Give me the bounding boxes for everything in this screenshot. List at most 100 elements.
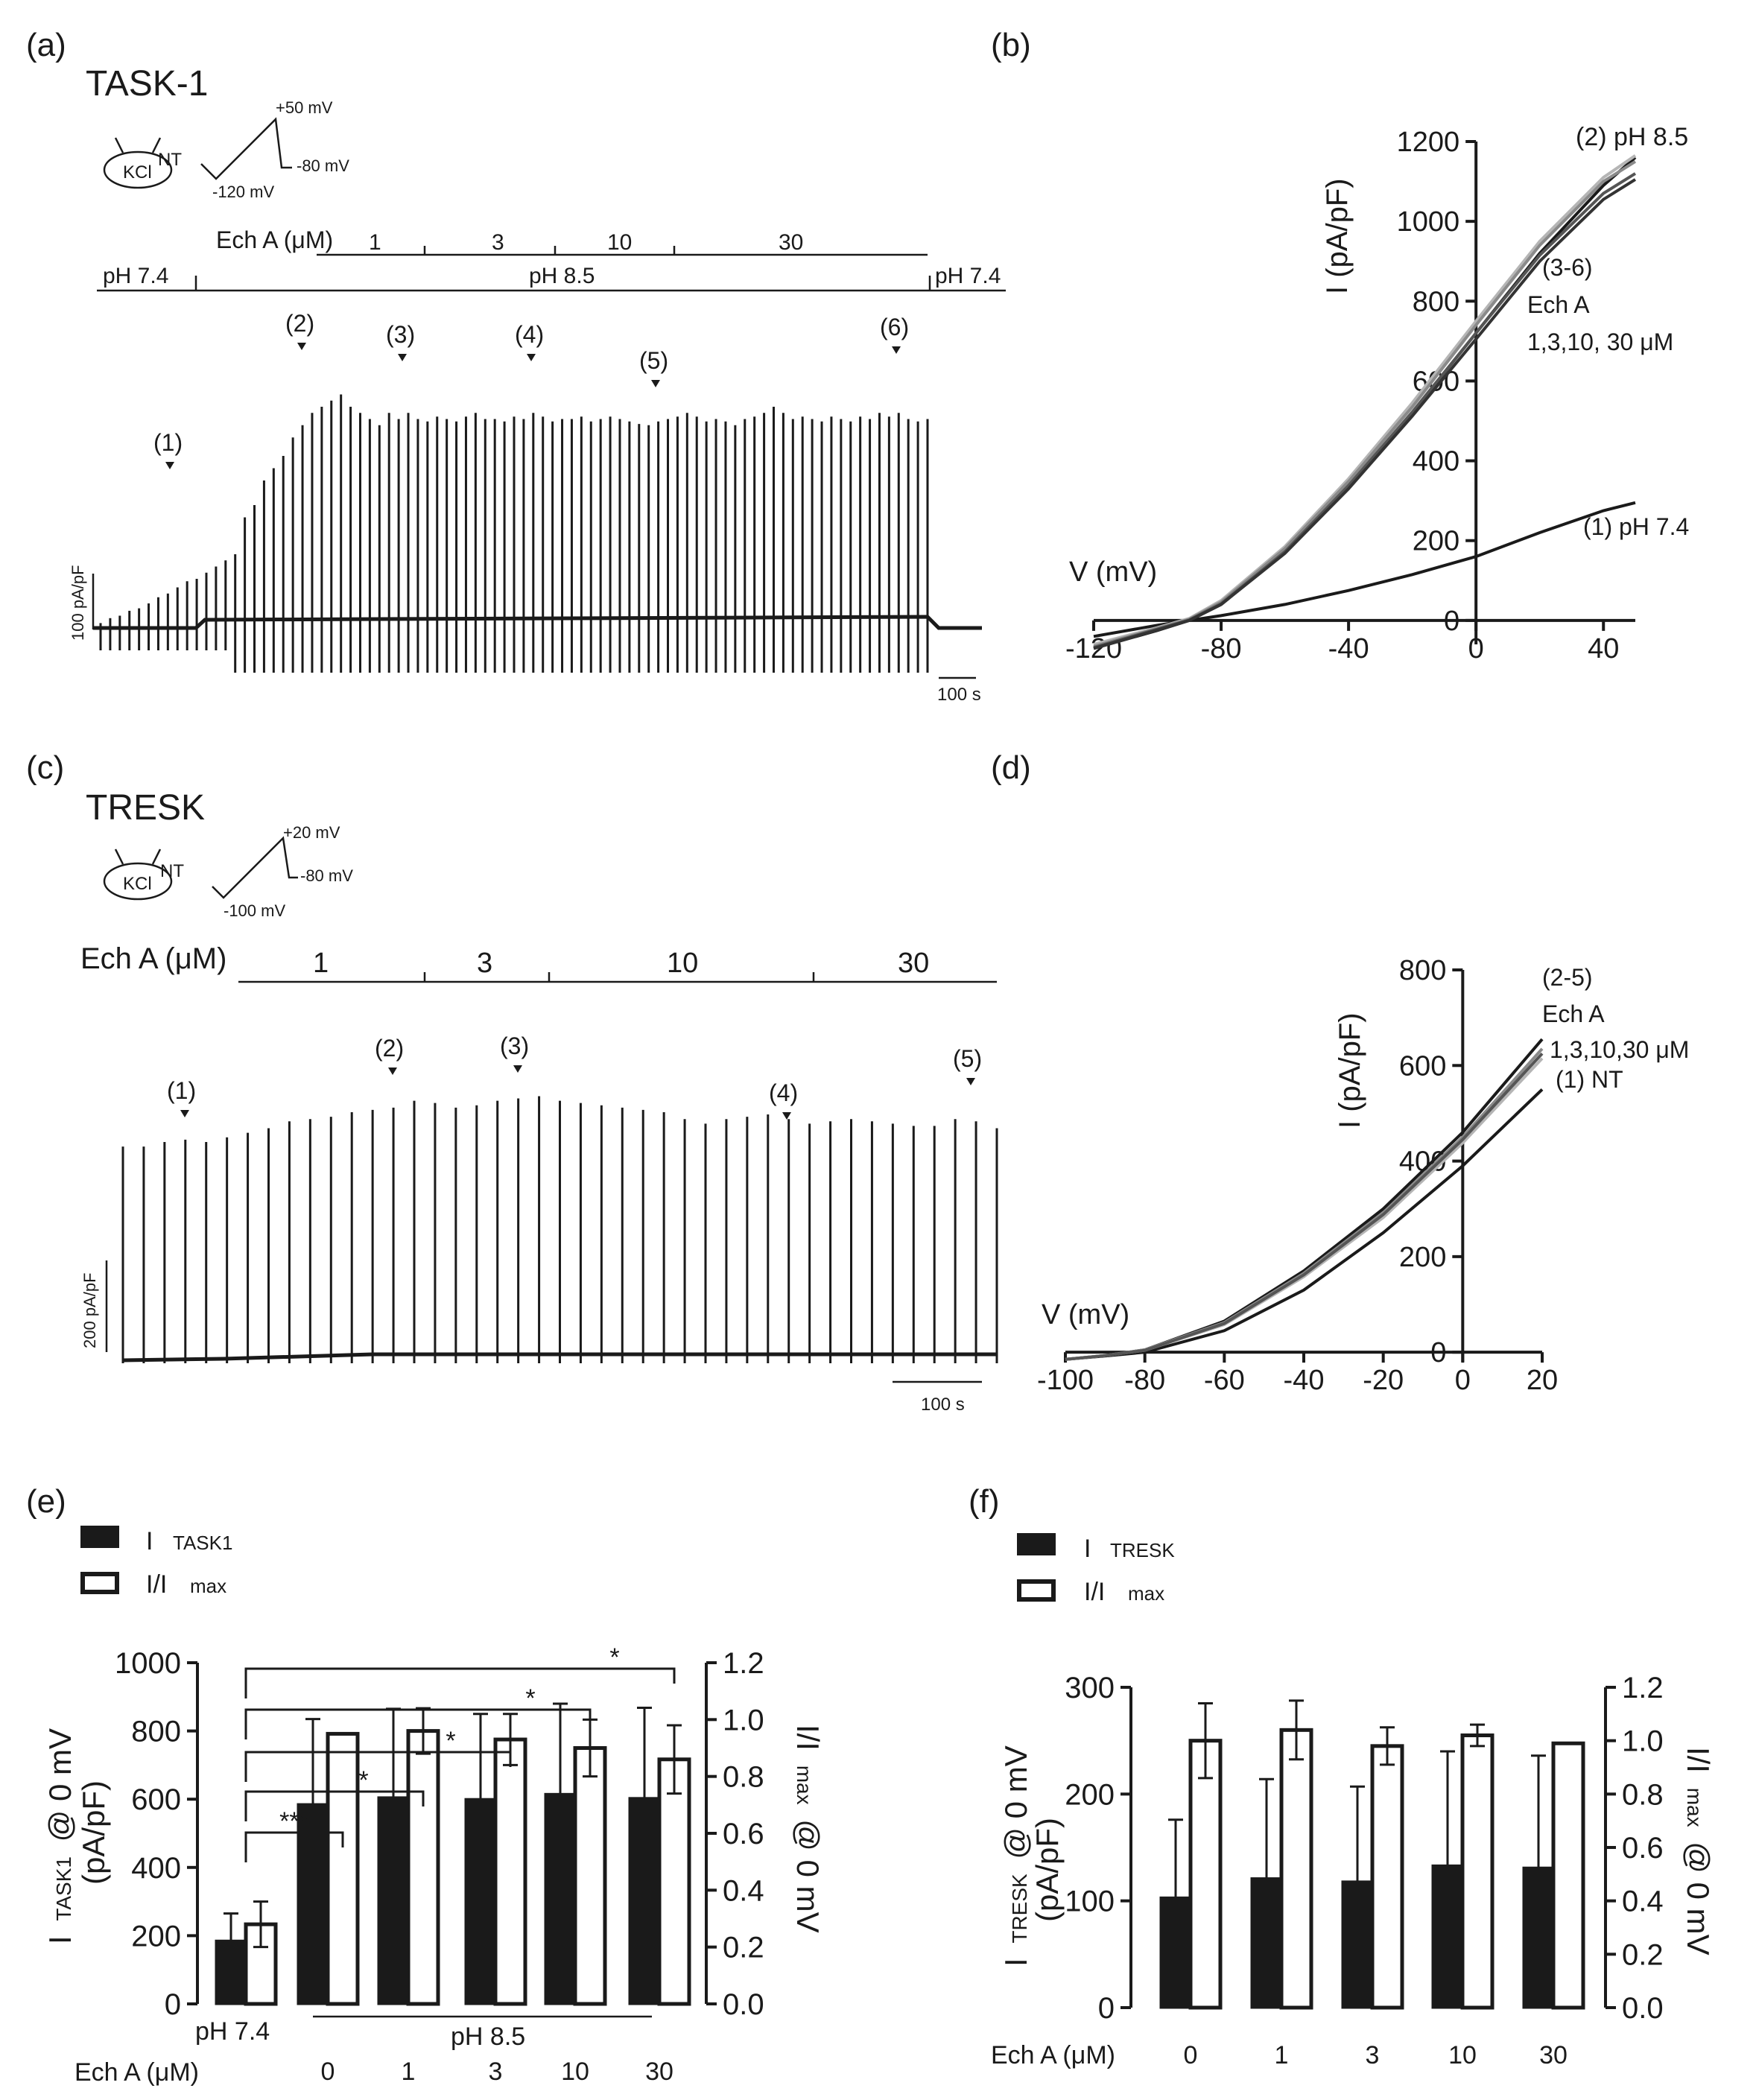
chart-b-series-line [1093, 172, 1637, 650]
chart-d-y-tick-label: 600 [1399, 1050, 1446, 1082]
chart-e-left-tick-label: 400 [131, 1852, 181, 1885]
chart-e-sig-star: * [525, 1684, 535, 1713]
chart-e-sig-bracket [244, 1667, 676, 1698]
protocol-end-label: -80 mV [297, 156, 349, 175]
chart-f-left-tick-label: 0 [1098, 1992, 1115, 2025]
conc-label-1: 1 [313, 948, 329, 979]
e-ylabel-right-rest: @ 0 mV [790, 1819, 825, 1932]
chart-f-right-tick-label: 1.2 [1622, 1672, 1664, 1704]
e-x-cat-label: 30 [645, 2058, 673, 2086]
xscale-a: 100 s [937, 685, 981, 705]
chart-d-series-line [1065, 1057, 1544, 1361]
chart-e-sig-star: * [358, 1766, 368, 1795]
ph-label-right: pH 7.4 [935, 264, 1001, 288]
chart-d-y-tick-label: 800 [1399, 955, 1446, 986]
e-ylabel-sub: TASK1 [52, 1856, 75, 1921]
chart-b-x-tick-label: 0 [1468, 633, 1484, 664]
trace-a-marker-label: (4) [515, 321, 544, 348]
chart-f-right-tick-label: 1.0 [1622, 1725, 1664, 1758]
chart-b-x-tick-label: -40 [1328, 633, 1369, 664]
chart-e-sig-bracket [244, 1708, 592, 1739]
chart-d-x-tick-label: -40 [1284, 1365, 1325, 1396]
chart-b-series-line [1093, 160, 1637, 648]
chart-f-right-tick-label: 0.2 [1622, 1938, 1664, 1971]
bar-chart-f: 0 100 200 300 0.0 0.2 0.4 0.6 0.8 1.0 1.2 0 1 3 10 30 [1065, 1672, 1663, 2069]
ph-label-mid: pH 8.5 [529, 264, 595, 288]
conc-label-10: 10 [667, 948, 698, 979]
protocol-start-label: -100 mV [224, 901, 285, 920]
trace-c-marker-arrow [782, 1112, 791, 1120]
chart-b-x-tick-label: 40 [1588, 633, 1619, 664]
trace-markers-c: (1) (2) (3) (4) (5) [167, 1032, 982, 1120]
b-legend-mid3: 1,3,10, 30 μM [1527, 329, 1673, 355]
voltage-protocol-icon: +50 mV -80 mV -120 mV [200, 98, 349, 201]
chart-f-bar-filled [1159, 1896, 1192, 2009]
legend-filled-swatch [80, 1526, 119, 1548]
chart-b-x-tick-label: -80 [1201, 633, 1242, 664]
chart-b-y-tick-label: 400 [1413, 446, 1459, 478]
f-ylabel-main: I [998, 1958, 1033, 1967]
chart-b-y-tick-label: 800 [1413, 286, 1459, 317]
cell-schematic-icon: KCl NT [103, 848, 184, 901]
f-ylabel-right-sub: max [1683, 1788, 1706, 1827]
panel-a-letter: (a) [26, 27, 66, 63]
e-ylabel-right: I/I max @ 0 mV [790, 1725, 825, 1933]
e-cond-ph85: pH 8.5 [451, 2023, 525, 2051]
chart-f-right-tick-label: 0.6 [1622, 1832, 1664, 1865]
trace-a-marker-label: (1) [153, 429, 183, 456]
panel-a-channel: TASK-1 [86, 64, 208, 104]
trace-c [121, 1096, 998, 1363]
chart-d-x-tick-label: -100 [1037, 1365, 1094, 1396]
chart-e-sig-star: *** [279, 1807, 309, 1836]
chart-d-series-line [1065, 1038, 1544, 1361]
e-ylabel-main: I [42, 1935, 77, 1944]
chart-e-sig-bracket [244, 1751, 512, 1782]
conc-label-30: 30 [779, 230, 803, 255]
trace-a-marker-label: (6) [880, 314, 909, 340]
trace-a-marker-arrow [892, 346, 901, 354]
f-x-cat-label: 3 [1366, 2041, 1380, 2069]
chart-e-bar-filled [464, 1798, 497, 2005]
trace-c-marker-label: (4) [769, 1079, 798, 1106]
protocol-peak-label: +20 mV [283, 823, 340, 842]
chart-b-series-line [1093, 501, 1636, 638]
chart-e-bar-filled [377, 1796, 410, 2005]
f-ylabel-right-rest: @ 0 mV [1681, 1842, 1716, 1955]
ph-label-left: pH 7.4 [103, 264, 168, 288]
protocol-start-label: -120 mV [212, 183, 274, 201]
chart-b-series-line [1093, 178, 1637, 650]
chart-e-sig-star: * [609, 1643, 619, 1672]
conc-label-30: 30 [898, 948, 929, 979]
chart-e-bar-open [326, 1731, 360, 2006]
trace-c-marker-arrow [966, 1078, 975, 1085]
b-legend-mid2: Ech A [1527, 291, 1590, 318]
chart-e-right-tick-label: 1.0 [723, 1704, 764, 1736]
chart-b-y-tick-label: 1000 [1397, 206, 1460, 238]
trace-c-marker-label: (2) [375, 1035, 404, 1062]
chart-e-right-tick-label: 0.6 [723, 1818, 764, 1850]
panel-d-letter: (d) [991, 749, 1031, 786]
panel-c: (c) TRESK KCl NT +20 mV -80 mV -100 mV E… [26, 749, 998, 1415]
ech-label: Ech A (μM) [80, 942, 226, 975]
d-ylabel: I (pA/pF) [1334, 1012, 1366, 1129]
chart-f-right-tick-label: 0.0 [1622, 1992, 1664, 2025]
conc-label-1: 1 [369, 230, 381, 255]
e-x-cat-label: 1 [402, 2058, 416, 2086]
e-legend-filled-sub: TASK1 [173, 1532, 232, 1554]
panel-c-letter: (c) [26, 749, 64, 786]
legend-open-swatch [1017, 1579, 1056, 1602]
f-legend-filled-sub: TRESK [1110, 1539, 1175, 1561]
conc-label-3: 3 [492, 230, 504, 255]
e-ylabel-right-sub: max [793, 1766, 816, 1805]
d-legend-l1: (2-5) [1542, 964, 1593, 991]
chart-e-bar-open [493, 1737, 527, 2006]
chart-e-right-tick-label: 0.8 [723, 1761, 764, 1794]
trace-a-marker-arrow [165, 462, 174, 469]
panel-a: (a) TASK-1 KCl NT +50 mV -80 mV -120 mV … [26, 27, 1006, 705]
panel-c-channel: TRESK [86, 788, 205, 828]
f-legend-open-sub: max [1128, 1582, 1164, 1605]
xscale-c: 100 s [921, 1395, 965, 1415]
chart-f-bar-filled [1522, 1866, 1555, 2009]
f-ylabel-right: I/I max @ 0 mV [1681, 1747, 1716, 1955]
